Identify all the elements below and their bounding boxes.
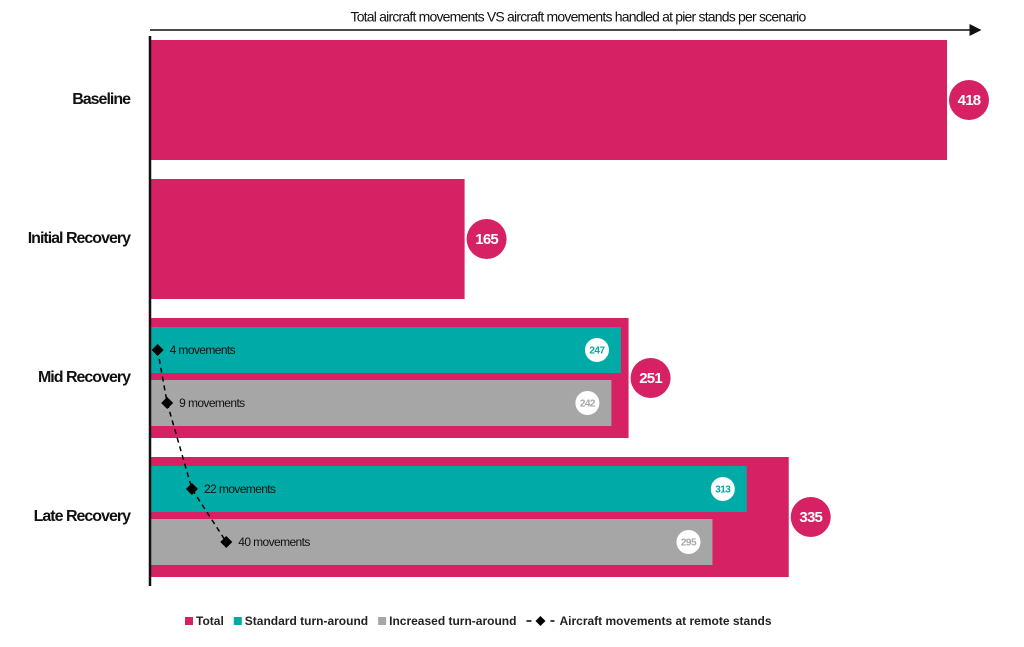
legend-label: Increased turn-around bbox=[389, 614, 516, 628]
category-label: Initial Recovery bbox=[28, 230, 131, 247]
value-badge bbox=[630, 358, 671, 398]
legend: Total Standard turn-around Increased turn-… bbox=[185, 614, 772, 628]
legend-swatch bbox=[233, 617, 242, 625]
value-badge bbox=[575, 391, 600, 415]
value-label: 418 bbox=[958, 92, 981, 109]
value-badge bbox=[676, 530, 701, 554]
value-badge bbox=[790, 497, 831, 537]
bar bbox=[150, 466, 747, 512]
value-badge bbox=[710, 477, 735, 501]
remote-label: 4 movements bbox=[170, 343, 236, 357]
legend-label: Standard turn-around bbox=[245, 614, 368, 628]
chart-title: Total aircraft movements VS aircraft mov… bbox=[351, 9, 807, 25]
category-label: Baseline bbox=[72, 91, 131, 108]
value-label: 242 bbox=[580, 399, 596, 410]
value-label: 335 bbox=[799, 509, 822, 526]
legend-swatch bbox=[378, 617, 387, 625]
remote-marker bbox=[185, 483, 198, 495]
value-badge bbox=[584, 338, 609, 362]
legend-label: Aircraft movements at remote stands bbox=[559, 614, 771, 628]
value-label: 295 bbox=[681, 538, 697, 549]
remote-label: 22 movements bbox=[204, 482, 276, 496]
bar bbox=[150, 327, 621, 373]
bar bbox=[150, 380, 612, 426]
legend-label: Total bbox=[196, 614, 224, 628]
legend-swatch bbox=[185, 617, 193, 625]
remote-marker bbox=[151, 344, 164, 356]
value-label: 313 bbox=[715, 485, 731, 496]
plot: Baseline 418 Initial Recovery 165 Mid Recove… bbox=[28, 40, 989, 577]
bar bbox=[150, 519, 713, 565]
remote-line bbox=[156, 349, 227, 543]
remote-label: 40 movements bbox=[238, 535, 310, 549]
value-label: 251 bbox=[639, 370, 662, 387]
value-badge bbox=[949, 80, 989, 120]
category-label: Mid Recovery bbox=[38, 369, 131, 386]
category-label: Late Recovery bbox=[34, 508, 131, 525]
legend-marker bbox=[535, 616, 546, 626]
bar bbox=[150, 40, 947, 160]
value-label: 165 bbox=[475, 231, 498, 248]
remote-marker bbox=[161, 397, 174, 409]
value-label: 247 bbox=[589, 346, 605, 357]
value-badge bbox=[466, 219, 507, 259]
remote-label: 9 movements bbox=[179, 396, 245, 410]
bar bbox=[150, 179, 465, 299]
remote-marker bbox=[220, 536, 233, 548]
